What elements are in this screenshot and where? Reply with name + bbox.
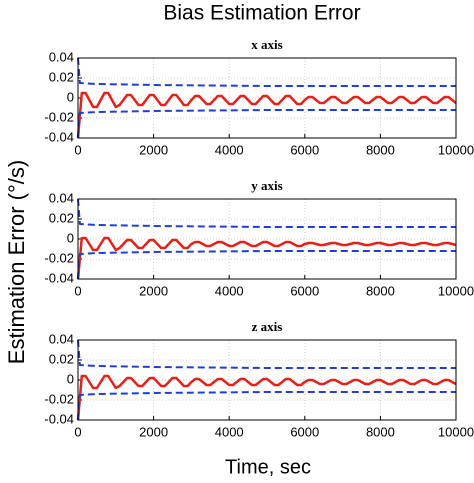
y-tick-label: 0.04 [49,190,74,205]
x-tick-label: 0 [74,142,81,157]
bound-line [77,250,456,280]
y-tick-label: 0 [67,230,74,245]
y-tick-label: 0 [67,371,74,386]
x-tick-label: 8000 [366,142,395,157]
bound-line [77,198,456,228]
bound-line [77,57,456,87]
y-tick-label: -0.04 [44,129,74,144]
error-line [76,91,457,139]
x-tick-label: 10000 [438,142,474,157]
x-tick-label: 6000 [290,424,319,439]
x-tick-label: 8000 [366,283,395,298]
x-tick-label: 4000 [215,142,244,157]
x-tick-label: 10000 [438,283,474,298]
y-tick-label: -0.02 [44,391,74,406]
bound-line [77,391,456,421]
subplot-title: z axis [252,319,283,334]
plot-frame [77,198,457,280]
x-tick-label: 6000 [290,142,319,157]
y-tick-label: 0.02 [49,210,74,225]
bound-line [77,339,456,369]
y-tick-label: -0.02 [44,250,74,265]
y-tick-label: 0.02 [49,351,74,366]
x-tick-label: 2000 [139,424,168,439]
y-tick-label: -0.04 [44,411,74,426]
x-tick-label: 0 [74,283,81,298]
x-tick-label: 10000 [438,424,474,439]
y-tick-label: 0.04 [49,49,74,64]
x-tick-label: 2000 [139,142,168,157]
x-tick-label: 4000 [215,283,244,298]
error-line [76,236,457,280]
figure-title: Bias Estimation Error [163,2,360,25]
subplot-title: x axis [251,37,282,52]
error-line [76,374,457,421]
plot-frame [77,57,457,139]
x-tick-label: 6000 [290,283,319,298]
y-tick-label: 0 [67,89,74,104]
bound-line [77,109,456,139]
y-tick-label: 0.02 [49,69,74,84]
x-tick-label: 4000 [215,424,244,439]
subplot-title: y axis [251,178,282,193]
y-axis-label: Estimation Error (°/s) [4,160,29,364]
x-tick-label: 0 [74,424,81,439]
y-tick-label: 0.04 [49,331,74,346]
plot-frame [77,339,457,421]
y-tick-label: -0.04 [44,270,74,285]
x-axis-label: Time, sec [225,456,311,478]
x-tick-label: 8000 [366,424,395,439]
y-tick-label: -0.02 [44,109,74,124]
x-tick-label: 2000 [139,283,168,298]
